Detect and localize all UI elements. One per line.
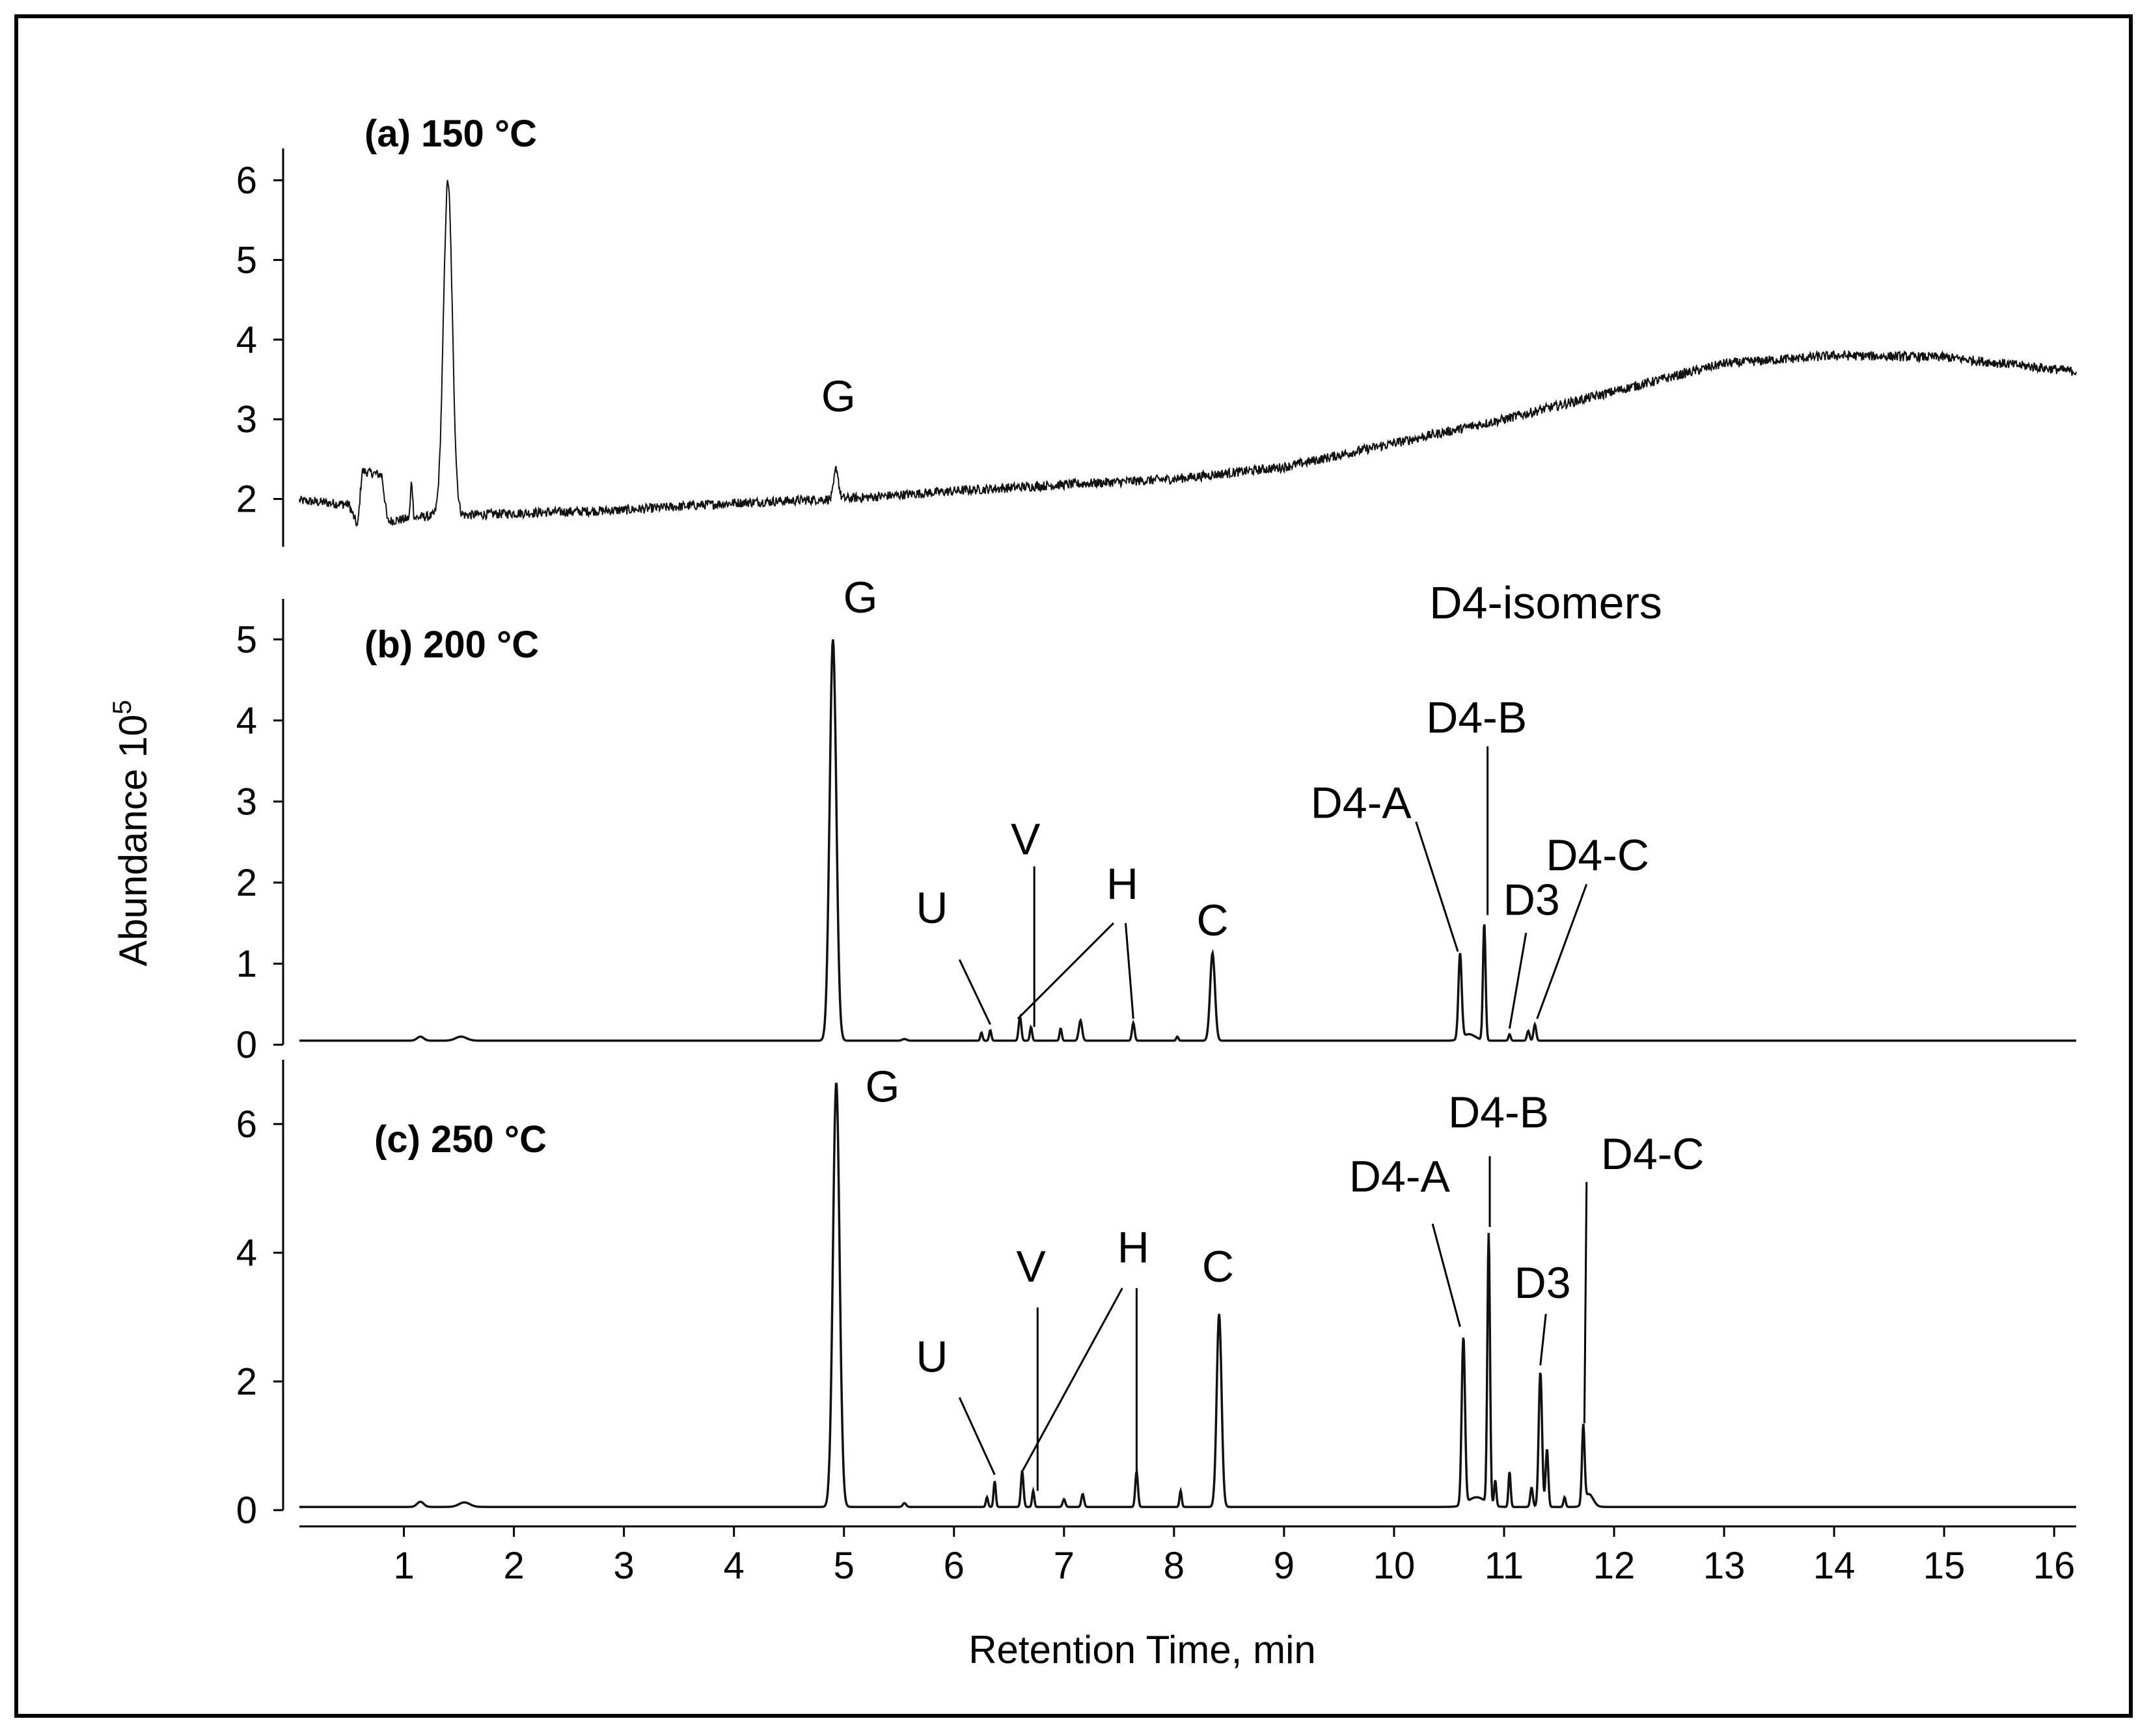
x-tick-label: 6 [944,1545,965,1587]
peak-leader-line [1415,821,1459,952]
x-tick-label: 10 [1373,1545,1416,1587]
x-tick-label: 5 [834,1545,855,1587]
peak-label: D3 [1503,875,1560,925]
peak-label: C [1196,896,1228,945]
peak-label: V [1011,814,1041,864]
x-tick-label: 16 [2033,1545,2076,1587]
x-tick-label: 4 [724,1545,745,1587]
peak-leader-line [958,959,991,1025]
peak-label: H [1106,859,1138,909]
y-tick-label: 1 [236,943,257,985]
y-tick-label: 0 [236,1024,257,1066]
panel-title: (a) 150 °C [364,113,537,155]
peak-label: D4-B [1448,1088,1549,1137]
x-tick-label: 1 [393,1545,414,1587]
y-axis-label-text: Abundance 10 [111,715,155,967]
x-tick-label: 7 [1054,1545,1075,1587]
peak-label: U [916,1332,948,1381]
y-tick-label: 5 [236,239,257,281]
x-tick-label: 8 [1164,1545,1185,1587]
x-axis: 1 2 3 4 5 6 7 8 9 10 11 12 13 14 15 16 [299,1525,2076,1587]
panel-1: 2 3 4 5 6 (a) 150 °C G [236,113,2077,547]
y-tick-label: 2 [236,1360,257,1403]
peak-leader-line [1539,1314,1547,1366]
peak-label: G [843,573,878,622]
peak-label: G [821,372,856,421]
peak-label: G [865,1062,899,1111]
peak-label: D3 [1514,1258,1571,1308]
x-tick-label: 12 [1593,1545,1636,1587]
y-axis-label-exponent: 5 [108,700,137,714]
y-tick-label: 6 [236,1103,257,1146]
y-tick-label: 4 [236,700,257,742]
peak-label: C [1202,1242,1234,1291]
y-tick-label: 4 [236,319,257,361]
x-tick-label: 11 [1485,1545,1524,1587]
x-tick-label: 3 [614,1545,635,1587]
chromatogram-trace [299,180,2077,527]
chromatogram-trace [299,639,2076,1042]
x-tick-label: 14 [1813,1545,1856,1587]
peak-leader-line [1124,923,1134,1019]
peak-leader-line [1021,1288,1123,1472]
y-tick-label: 2 [236,862,257,904]
x-tick-label: 15 [1923,1545,1966,1587]
x-axis-label: Retention Time, min [968,1628,1316,1672]
y-tick-label: 6 [236,159,257,202]
peak-label: H [1117,1222,1149,1272]
y-tick-label: 3 [236,780,257,823]
peak-leader-line [958,1397,996,1476]
y-tick-label: 3 [236,398,257,441]
y-tick-label: 4 [236,1232,257,1274]
y-axis-label: Abundance 105 [108,700,155,966]
y-tick-label: 0 [236,1489,257,1532]
peak-leader-line [1017,922,1114,1020]
peak-leader-line [1508,932,1528,1029]
d4-isomers-group-label: D4-isomers [1429,577,1662,628]
peak-label: V [1016,1242,1046,1291]
panel-3: 0 2 4 6 (c) 250 °C G U V H C D4-A D4-B D3 D4-C [236,1060,2076,1532]
x-tick-label: 9 [1274,1545,1295,1587]
peak-label: D4-C [1601,1129,1705,1179]
peak-label: D4-A [1349,1152,1451,1202]
chromatogram-trace [299,1082,2076,1508]
peak-label: D4-C [1546,831,1649,880]
y-tick-label: 2 [236,478,257,521]
peak-leader-line [1431,1223,1461,1327]
panel-title: (b) 200 °C [364,624,539,666]
peak-label: U [916,883,948,933]
peak-label: D4-B [1426,693,1527,743]
panel-title: (c) 250 °C [374,1118,547,1161]
chart-panels: 2 3 4 5 6 (a) 150 °C G 0 1 2 3 4 5 (b) 200 °C G U V H C D4-… [236,113,2077,1532]
peak-leader-line [1583,1181,1588,1424]
x-tick-label: 2 [503,1545,524,1587]
figure-frame [14,14,2133,1718]
y-tick-label: 5 [236,618,257,661]
peak-label: D4-A [1311,778,1412,827]
peak-leader-line [1536,883,1588,1019]
x-tick-label: 13 [1703,1545,1746,1587]
